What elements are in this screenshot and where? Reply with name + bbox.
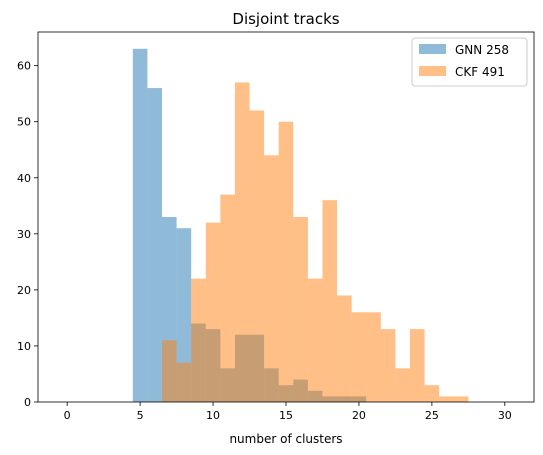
histogram-bar-ckf-17 [410, 329, 425, 402]
histogram-bar-ckf-3 [205, 222, 221, 402]
x-tick-label: 25 [425, 409, 439, 422]
histogram-bar-ckf-2 [191, 278, 206, 402]
histogram-bar-ckf-18 [424, 385, 440, 402]
y-tick-label: 50 [17, 116, 31, 129]
legend: GNN 258 CKF 491 [411, 37, 528, 87]
histogram-bar-ckf-7 [264, 155, 279, 402]
histogram-bar-ckf-4 [220, 194, 235, 402]
y-tick-label: 30 [17, 228, 31, 241]
histogram-bar-gnn-0 [132, 48, 148, 403]
y-tick-label: 10 [17, 340, 31, 353]
bars-group [132, 48, 469, 403]
legend-label-ckf: CKF 491 [455, 65, 505, 79]
x-axis-ticks: 0 5 10 15 20 25 30 [64, 402, 512, 422]
legend-swatch-ckf [419, 66, 446, 76]
x-tick-label: 0 [64, 409, 71, 422]
histogram-bar-ckf-6 [249, 110, 265, 402]
histogram-bar-ckf-19 [439, 396, 454, 402]
legend-label-gnn: GNN 258 [455, 43, 509, 57]
histogram-bar-ckf-15 [380, 329, 396, 402]
histogram-bar-ckf-10 [307, 278, 323, 402]
histogram-bar-ckf-9 [293, 217, 308, 402]
histogram-bar-ckf-5 [234, 82, 250, 403]
y-tick-label: 40 [17, 172, 31, 185]
x-tick-label: 5 [137, 409, 144, 422]
histogram-bar-ckf-13 [351, 312, 367, 402]
chart-title: Disjoint tracks [232, 10, 339, 28]
histogram-bar-ckf-8 [278, 121, 294, 403]
histogram-bar-ckf-1 [176, 362, 192, 402]
histogram-bar-ckf-11 [322, 200, 338, 402]
y-tick-label: 60 [17, 60, 31, 73]
x-tick-label: 20 [352, 409, 366, 422]
histogram-bar-ckf-12 [337, 295, 352, 402]
x-tick-label: 15 [279, 409, 293, 422]
y-tick-label: 20 [17, 284, 31, 297]
legend-swatch-gnn [419, 44, 446, 54]
histogram-bar-gnn-3 [176, 228, 192, 402]
x-tick-label: 10 [206, 409, 220, 422]
y-axis-ticks: 0 10 20 30 40 50 60 [17, 60, 38, 409]
histogram-bar-ckf-20 [453, 396, 469, 402]
x-axis-label: number of clusters [229, 432, 342, 446]
y-tick-label: 0 [24, 396, 31, 409]
histogram-bar-ckf-16 [395, 368, 410, 402]
histogram-bar-ckf-14 [366, 312, 381, 402]
histogram-bar-ckf-0 [162, 340, 177, 402]
x-tick-label: 30 [498, 409, 512, 422]
histogram-bar-gnn-1 [147, 88, 162, 402]
